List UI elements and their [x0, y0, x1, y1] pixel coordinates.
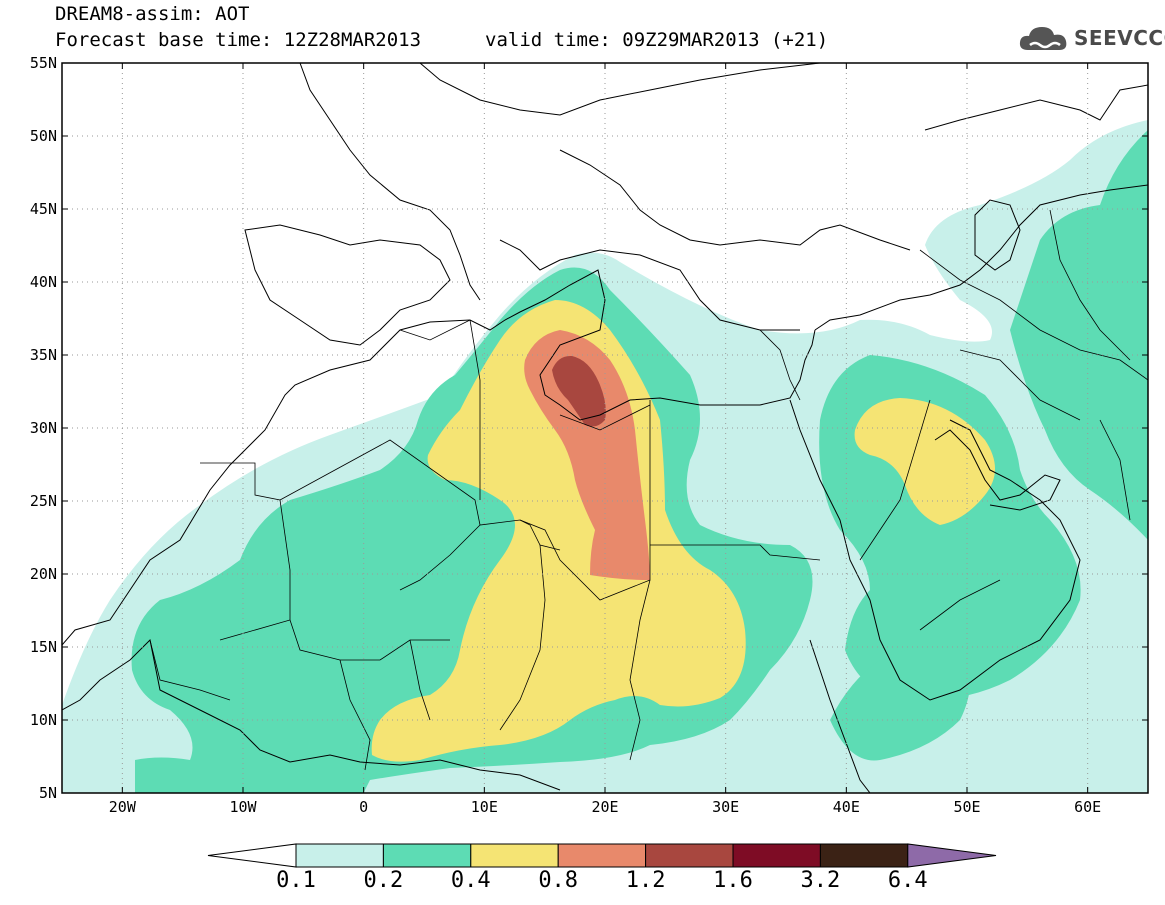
lon-tick-label: 40E	[833, 798, 860, 816]
base-time: Forecast base time: 12Z28MAR2013	[55, 29, 422, 51]
seevccc-logo: SEEVCCC	[1018, 20, 1165, 56]
colorbar-level-label: 1.2	[626, 868, 666, 893]
aot-band-0.4-main	[371, 300, 746, 762]
lat-tick-label: 40N	[30, 273, 57, 291]
colorbar-level-label: 6.4	[888, 868, 928, 893]
lon-tick-label: 60E	[1074, 798, 1101, 816]
lat-tick-label: 30N	[30, 419, 57, 437]
lat-tick-label: 5N	[39, 784, 57, 802]
colorbar-level-label: 0.1	[276, 868, 316, 893]
colorbar-upper-triangle	[907, 843, 997, 868]
lat-tick-label: 15N	[30, 638, 57, 656]
forecast-times: Forecast base time: 12Z28MAR2013 valid ti…	[55, 29, 828, 51]
lon-tick-label: 20E	[591, 798, 618, 816]
lon-tick-label: 20W	[109, 798, 137, 816]
aot-band-0.2-redsea	[830, 646, 970, 761]
lon-tick-label: 10E	[471, 798, 498, 816]
lat-tick-label: 35N	[30, 346, 57, 364]
colorbar-swatch	[295, 843, 384, 868]
lat-tick-label: 50N	[30, 127, 57, 145]
model-title: DREAM8-assim: AOT	[55, 3, 250, 25]
country-borders	[149, 209, 1148, 771]
colorbar-level-label: 0.2	[364, 868, 404, 893]
aot-band-0.4-gulf	[854, 398, 995, 525]
lat-tick-label: 25N	[30, 492, 57, 510]
lat-tick-label: 20N	[30, 565, 57, 583]
colorbar-lower-triangle	[207, 843, 297, 868]
colorbar-swatch	[819, 843, 909, 868]
colorbar-swatch	[557, 843, 647, 868]
colorbar-level-label: 0.8	[538, 868, 578, 893]
colorbar-swatch	[645, 843, 734, 868]
latitude-axis: 55N 50N 45N 40N 35N 30N 25N 20N 15N 10N 5N	[30, 54, 1148, 802]
graticule	[62, 63, 1148, 793]
logo-text: SEEVCCC	[1074, 26, 1165, 50]
coastlines	[62, 63, 1148, 793]
aot-band-0.2-asia	[1010, 130, 1148, 540]
colorbar-level-label: 3.2	[801, 868, 841, 893]
lat-tick-label: 45N	[30, 200, 57, 218]
colorbar-swatch	[382, 843, 472, 868]
colorbar: 0.1 0.2 0.4 0.8 1.2 1.6 3.2 6.4	[207, 843, 997, 893]
aot-band-0.8	[524, 330, 650, 580]
lon-tick-label: 30E	[712, 798, 739, 816]
lat-tick-label: 55N	[30, 54, 57, 72]
longitude-axis: 20W 10W 0 10E 20E 30E 40E 50E 60E	[109, 63, 1101, 816]
cloud-icon	[1019, 27, 1067, 50]
lon-tick-label: 50E	[953, 798, 980, 816]
lon-tick-label: 10W	[229, 798, 257, 816]
colorbar-level-label: 1.6	[713, 868, 753, 893]
colorbar-swatch	[470, 843, 559, 868]
aot-band-1.2	[552, 355, 606, 427]
colorbar-swatch	[732, 843, 821, 868]
lon-tick-label: 0	[359, 798, 368, 816]
lat-tick-label: 10N	[30, 711, 57, 729]
valid-time: valid time: 09Z29MAR2013 (+21)	[485, 29, 829, 51]
colorbar-level-label: 0.4	[451, 868, 491, 893]
